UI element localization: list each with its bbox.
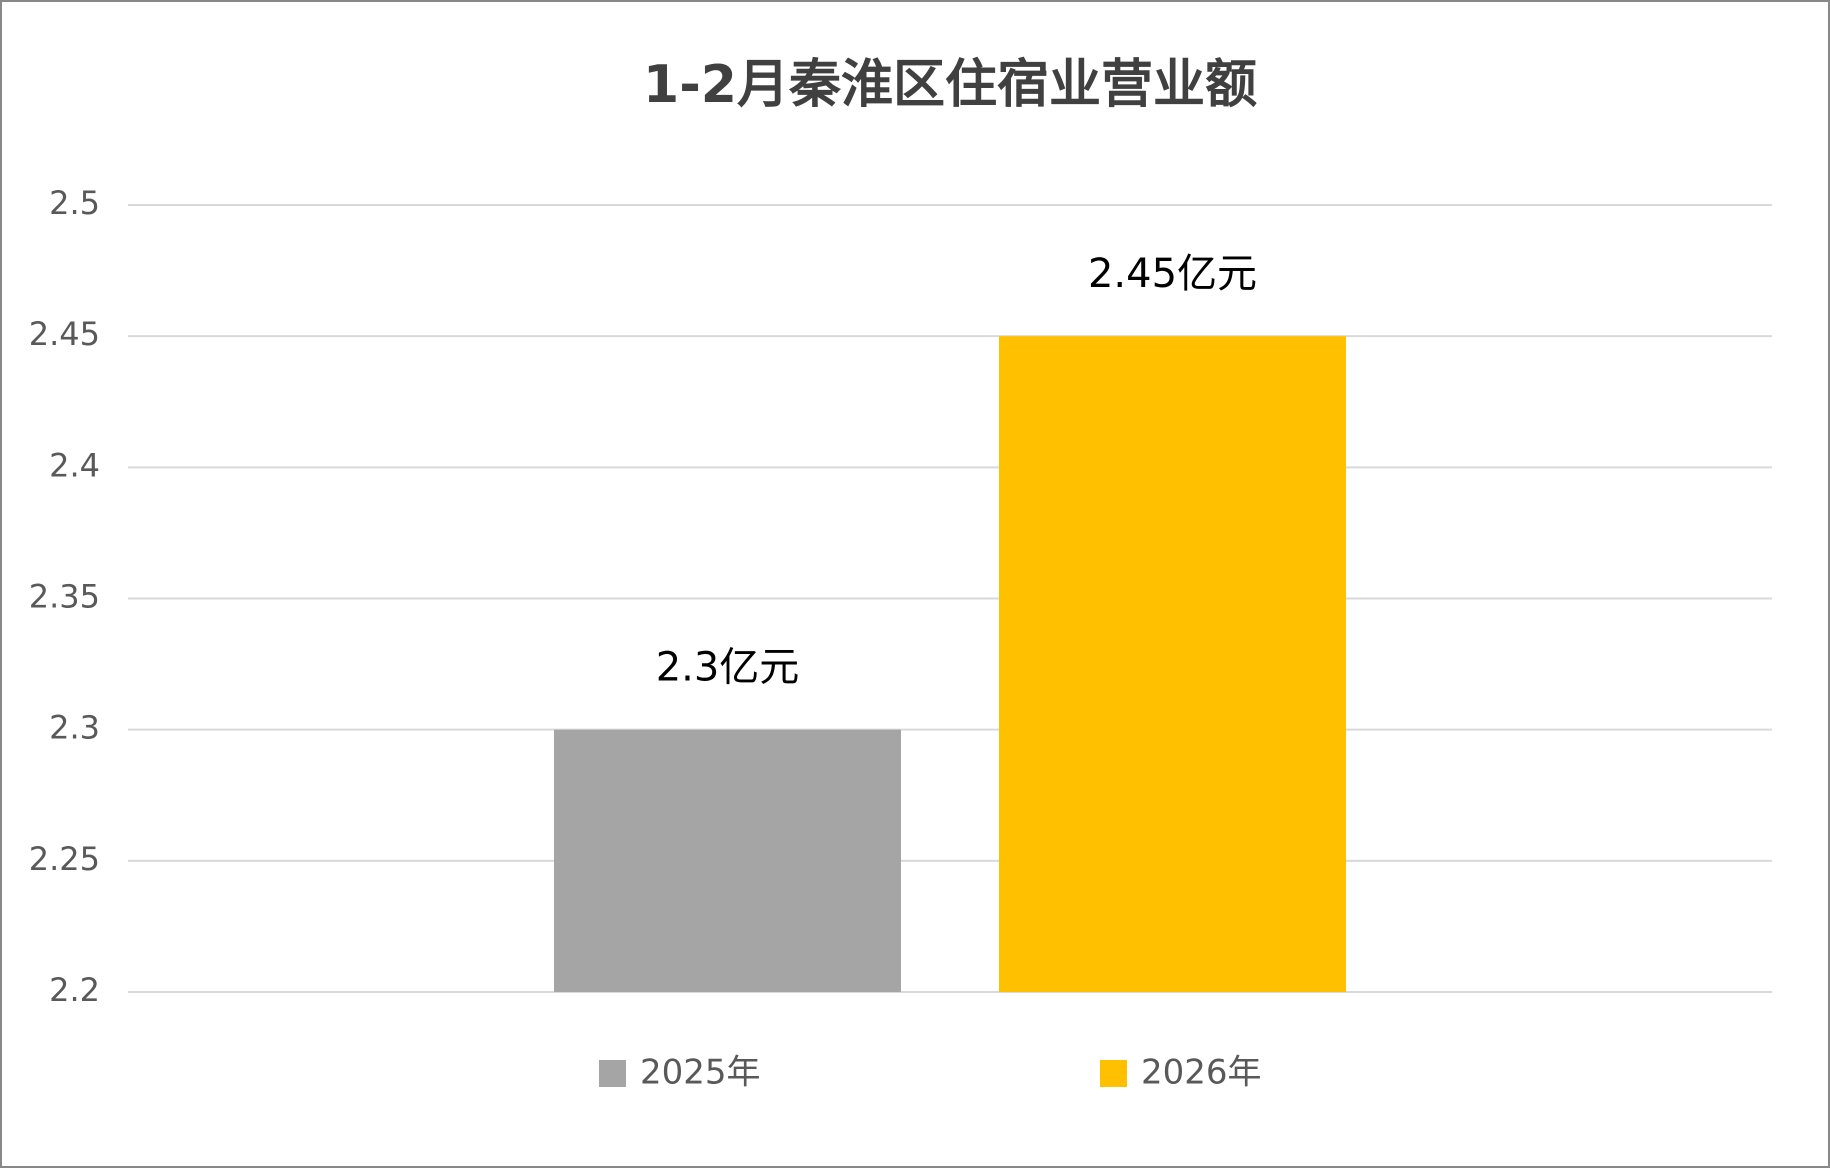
legend-label: 2025年 [640, 1053, 761, 1093]
legend-swatch [599, 1060, 626, 1087]
data-label: 2.45亿元 [1088, 251, 1257, 297]
y-tick-label: 2.5 [49, 184, 100, 222]
y-tick-label: 2.45 [29, 315, 100, 353]
y-tick-label: 2.25 [29, 840, 100, 878]
y-tick-label: 2.35 [29, 578, 100, 616]
bar [554, 729, 901, 992]
data-label: 2.3亿元 [656, 645, 800, 691]
y-tick-label: 2.3 [49, 709, 100, 747]
y-tick-label: 2.2 [49, 971, 100, 1009]
legend-label: 2026年 [1141, 1053, 1262, 1093]
bar [999, 336, 1346, 993]
legend-swatch [1100, 1060, 1127, 1087]
y-tick-label: 2.4 [49, 446, 100, 484]
chart-title: 1-2月秦淮区住宿业营业额 [643, 55, 1257, 115]
